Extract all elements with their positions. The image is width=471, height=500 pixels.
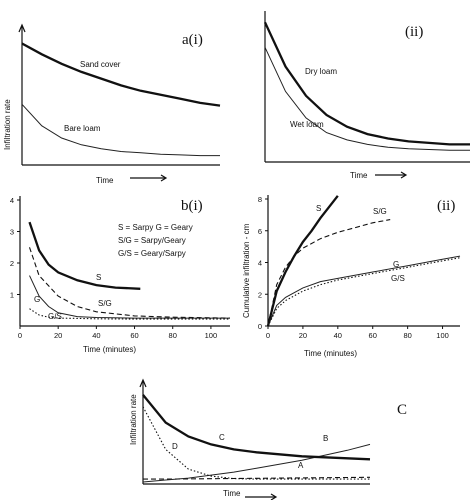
series-line-4-3	[142, 406, 370, 480]
curve-label-b-i-g: G	[34, 295, 40, 304]
x-axis-label-a-i: Time	[96, 176, 114, 185]
y-tick-label-2-4: 4	[10, 196, 14, 205]
y-tick-label-2-1: 1	[10, 291, 14, 300]
legend-line-2: S/G = Sarpy/Geary	[118, 236, 186, 245]
series-line-3-3	[267, 257, 461, 327]
panel-tag-c: C	[397, 402, 407, 418]
panel-tag-b-i: b(i)	[181, 198, 203, 214]
y-tick-label-2-2: 2	[10, 259, 14, 268]
series-line-2-1	[28, 247, 231, 319]
legend-line-1: S = Sarpy G = Geary	[118, 223, 193, 232]
curve-label-wet-loam: Wet loam	[290, 120, 324, 129]
curve-label-b-i-gs: G/S	[48, 312, 62, 321]
panel-tag-a-i: a(i)	[182, 32, 203, 48]
legend-line-3: G/S = Geary/Sarpy	[118, 249, 186, 258]
series-line-3-0	[266, 195, 339, 327]
series-line-4-1	[142, 443, 371, 483]
series-line-4-2	[142, 394, 371, 461]
y-tick-label-3-2: 2	[258, 290, 262, 299]
y-axis-label-c: Infiltration rate	[129, 394, 138, 445]
curve-label-c-c: C	[219, 433, 225, 442]
x-tick-label-2-20: 20	[54, 331, 62, 340]
series-line-2-0	[28, 221, 141, 290]
x-axis-label-c: Time	[223, 489, 241, 498]
x-axis-arrowhead-4	[270, 493, 278, 500]
x-tick-label-3-60: 60	[369, 331, 377, 340]
x-axis-arrowhead-0	[160, 174, 168, 182]
y-tick-label-3-6: 6	[258, 227, 262, 236]
y-tick-label-2-3: 3	[10, 228, 14, 237]
y-axis-arrow-4	[139, 378, 147, 388]
curve-label-dry-loam: Dry loam	[305, 67, 337, 76]
x-tick-label-3-80: 80	[403, 331, 411, 340]
series-line-3-2	[267, 255, 461, 327]
x-tick-label-2-100: 100	[205, 331, 218, 340]
curve-label-bare-loam: Bare loam	[64, 124, 101, 133]
x-tick-label-3-100: 100	[436, 331, 449, 340]
x-axis-arrowhead-1	[400, 171, 408, 179]
curve-label-c-d: D	[172, 442, 178, 451]
x-axis-label-b-ii: Time (minutes)	[304, 349, 357, 358]
y-tick-label-3-8: 8	[258, 195, 262, 204]
panel-b-i: b(i) Time (minutes) S = Sarpy G = Geary …	[34, 198, 203, 354]
x-axis-label-b-i: Time (minutes)	[83, 345, 136, 354]
panel-b-ii: (ii) Time (minutes) Cumulative infiltrat…	[242, 198, 455, 358]
curve-label-sand-cover: Sand cover	[80, 60, 121, 69]
x-tick-label-3-40: 40	[334, 331, 342, 340]
x-tick-label-3-0: 0	[266, 331, 270, 340]
series-line-4-0	[143, 476, 371, 480]
series-line-1-0	[263, 21, 470, 146]
curve-label-b-i-s: S	[96, 273, 101, 282]
curve-label-b-ii-sg: S/G	[373, 207, 387, 216]
x-tick-label-2-60: 60	[130, 331, 138, 340]
series-line-1-1	[264, 47, 470, 151]
panel-c: C Infiltration rate Time C D B A	[129, 394, 407, 498]
curve-label-b-ii-s: S	[316, 204, 321, 213]
panel-a-i: a(i) Infiltration rate Time Sand cover B…	[3, 32, 203, 185]
y-axis-label-b-ii: Cumulative infiltration - cm	[242, 223, 251, 318]
series-line-2-3	[29, 308, 230, 320]
series-line-2-2	[29, 275, 230, 319]
series-line-0-0	[21, 42, 221, 107]
y-axis-arrow-0	[18, 23, 26, 33]
panel-a-ii: (ii) Time Dry loam Wet loam	[290, 24, 423, 180]
curve-label-c-b: B	[323, 434, 328, 443]
curve-label-c-a: A	[298, 461, 304, 470]
x-tick-label-3-20: 20	[299, 331, 307, 340]
curve-label-b-i-sg: S/G	[98, 299, 112, 308]
y-tick-label-3-4: 4	[258, 259, 262, 268]
x-tick-label-2-80: 80	[169, 331, 177, 340]
panel-tag-a-ii: (ii)	[405, 24, 423, 40]
x-axis-label-a-ii: Time	[350, 171, 368, 180]
series-line-3-1	[267, 219, 391, 327]
series-line-0-1	[21, 103, 220, 157]
curve-label-b-ii-gs: G/S	[391, 274, 405, 283]
y-tick-label-3-0: 0	[258, 322, 262, 331]
y-axis-label-a-i: Infiltration rate	[3, 99, 12, 150]
panel-tag-b-ii: (ii)	[437, 198, 455, 214]
x-tick-label-2-0: 0	[18, 331, 22, 340]
curve-label-b-ii-g: G	[393, 260, 399, 269]
x-tick-label-2-40: 40	[92, 331, 100, 340]
